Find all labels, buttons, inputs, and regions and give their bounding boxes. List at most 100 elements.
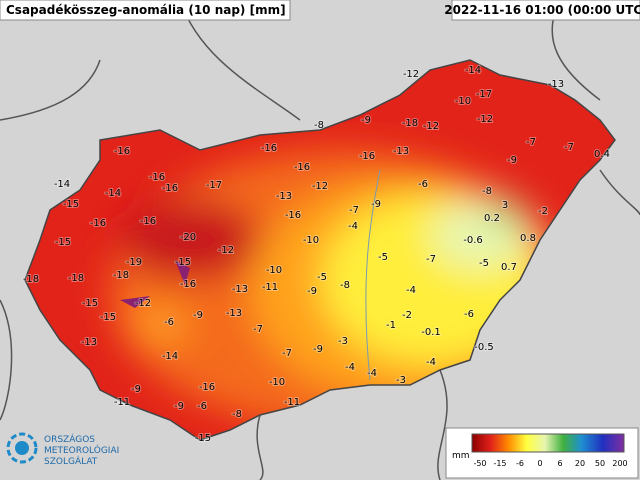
station-value: -0.1	[421, 327, 441, 338]
station-value: -9	[507, 155, 517, 166]
station-value: -19	[126, 257, 142, 268]
station-value: -8	[314, 120, 324, 131]
station-value: -11	[114, 397, 130, 408]
station-value: -10	[269, 377, 285, 388]
station-value: -16	[149, 172, 165, 183]
legend-tick-label: -50	[473, 459, 486, 468]
station-value: -7	[253, 324, 263, 335]
station-value: 3	[502, 200, 508, 211]
station-value: -13	[548, 79, 564, 90]
station-value: -7	[564, 142, 574, 153]
station-value: -12	[218, 245, 234, 256]
legend-tick-label: 6	[557, 459, 562, 468]
station-value: -15	[175, 257, 191, 268]
station-value: -0.5	[474, 342, 494, 353]
river	[365, 169, 381, 381]
station-value: -9	[174, 401, 184, 412]
station-value: -9	[307, 286, 317, 297]
station-value: -18	[113, 270, 129, 281]
station-value: -3	[396, 375, 406, 386]
title: Csapadékösszeg-anomália (10 nap) [mm]	[6, 3, 286, 17]
station-value: -8	[232, 409, 242, 420]
legend-tick-label: 200	[612, 459, 627, 468]
station-value: -12	[477, 114, 493, 125]
station-value: -16	[140, 216, 156, 227]
station-value: -4	[345, 362, 355, 373]
legend-tick-label: 20	[575, 459, 585, 468]
station-value: -2	[402, 310, 412, 321]
station-value: -16	[285, 210, 301, 221]
station-value: -13	[81, 337, 97, 348]
station-value: -16	[90, 218, 106, 229]
station-value: -6	[418, 179, 428, 190]
station-value: -13	[276, 191, 292, 202]
station-value: -16	[261, 143, 277, 154]
station-value: -9	[361, 115, 371, 126]
station-value: -1	[386, 320, 396, 331]
station-value: -5	[479, 258, 489, 269]
station-value: -0.6	[463, 235, 483, 246]
station-value: -17	[476, 89, 492, 100]
station-value: -16	[162, 183, 178, 194]
station-value: -11	[262, 282, 278, 293]
station-value: -4	[367, 368, 377, 379]
station-value: -6	[464, 309, 474, 320]
station-value: -9	[131, 384, 141, 395]
station-value: -15	[55, 237, 71, 248]
station-value: -7	[349, 205, 359, 216]
station-value: -17	[206, 180, 222, 191]
station-value: -14	[465, 65, 481, 76]
station-value: -6	[197, 401, 207, 412]
station-value: -7	[426, 254, 436, 265]
station-value: -10	[303, 235, 319, 246]
station-value: -5	[317, 272, 327, 283]
timestamp: 2022-11-16 01:00 (00:00 UTC)	[444, 3, 640, 17]
station-value: -16	[180, 279, 196, 290]
timestamp-box	[451, 0, 640, 21]
country-border	[24, 59, 616, 441]
station-value: -12	[312, 181, 328, 192]
logo-line: SZOLGÁLAT	[44, 455, 98, 467]
logo-line: METEOROLÓGIAI	[44, 444, 119, 456]
station-value: -4	[406, 285, 416, 296]
station-value: 0.2	[484, 213, 500, 224]
station-value: -9	[371, 199, 381, 210]
station-value: -8	[340, 280, 350, 291]
station-value: -10	[266, 265, 282, 276]
station-value: -20	[180, 232, 196, 243]
station-value: -5	[378, 252, 388, 263]
legend-tick-label: 0	[537, 459, 542, 468]
legend-tick-label: -6	[516, 459, 524, 468]
station-value: -13	[393, 146, 409, 157]
station-value: -16	[199, 382, 215, 393]
station-value: -6	[164, 317, 174, 328]
station-value: -14	[105, 188, 121, 199]
station-value: -16	[359, 151, 375, 162]
station-value: -12	[403, 69, 419, 80]
legend-tick-label: 50	[595, 459, 605, 468]
station-value: -8	[482, 186, 492, 197]
station-value: -4	[426, 357, 436, 368]
station-value: -10	[455, 96, 471, 107]
station-value: -3	[338, 336, 348, 347]
station-value: 0.7	[501, 262, 517, 273]
station-value: -11	[284, 397, 300, 408]
station-value: -2	[538, 206, 548, 217]
title-box	[0, 0, 291, 21]
station-value: -15	[63, 199, 79, 210]
station-value: -7	[282, 348, 292, 359]
station-value: -14	[54, 179, 70, 190]
station-value: -9	[313, 344, 323, 355]
station-value: -4	[348, 221, 358, 232]
logo-line: ORSZÁGOS	[44, 433, 95, 445]
station-value: -7	[526, 137, 536, 148]
station-value: -15	[100, 312, 116, 323]
station-value: -15	[82, 298, 98, 309]
legend: mm -50 -15 -6 0 6 20 50 200	[445, 427, 639, 479]
legend-unit: mm	[452, 451, 470, 461]
station-value: -18	[402, 118, 418, 129]
station-value: -18	[68, 273, 84, 284]
station-value: -9	[193, 310, 203, 321]
